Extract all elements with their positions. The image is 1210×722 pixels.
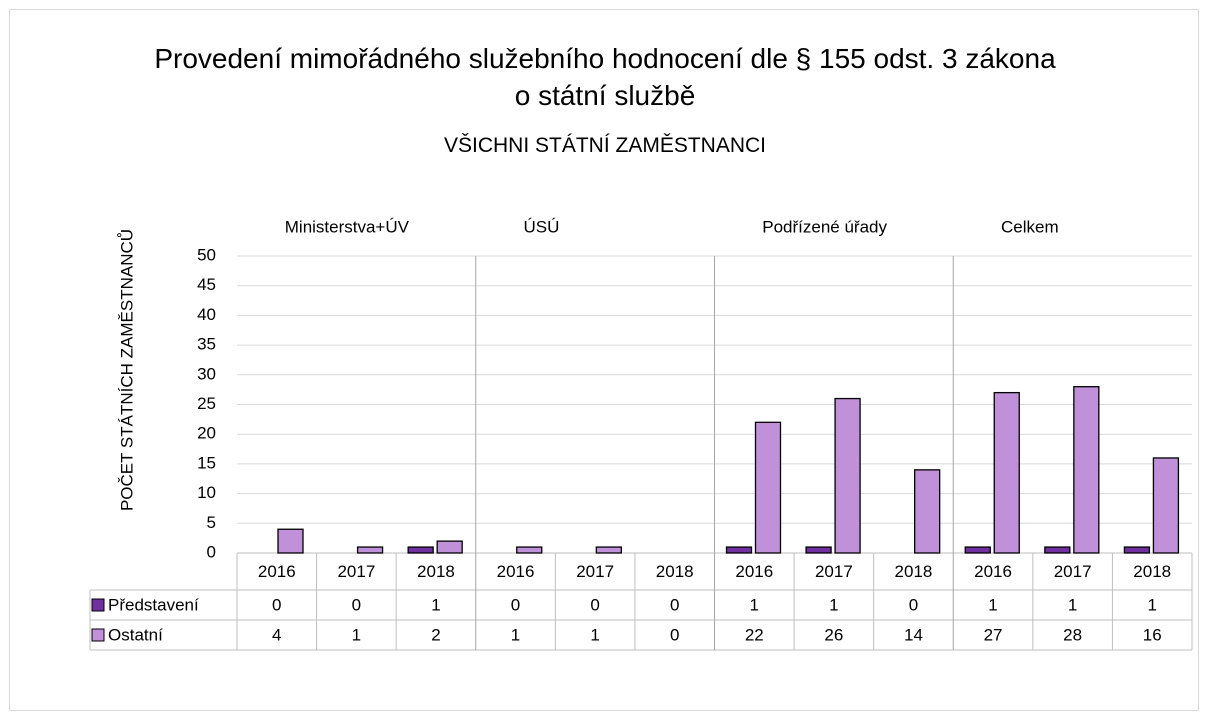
x-tick-label: 2018 bbox=[895, 562, 933, 581]
bar bbox=[805, 546, 832, 554]
table-value: 0 bbox=[511, 595, 520, 614]
bar bbox=[407, 546, 434, 554]
x-tick-label: 2017 bbox=[1054, 562, 1092, 581]
table-value: 0 bbox=[590, 595, 599, 614]
group-label: Podřízené úřady bbox=[762, 217, 887, 236]
bar bbox=[993, 391, 1020, 554]
bar bbox=[1152, 457, 1180, 554]
y-tick-label: 20 bbox=[197, 424, 216, 443]
table-value: 1 bbox=[352, 625, 361, 644]
table-value: 16 bbox=[1143, 625, 1162, 644]
table-value: 27 bbox=[984, 625, 1003, 644]
legend-swatch bbox=[91, 598, 105, 612]
table-value: 2 bbox=[431, 625, 440, 644]
y-tick-label: 25 bbox=[197, 394, 216, 413]
bar bbox=[725, 546, 753, 554]
table-value: 22 bbox=[745, 625, 764, 644]
y-tick-label: 15 bbox=[197, 453, 216, 472]
table-value: 28 bbox=[1063, 625, 1082, 644]
y-tick-label: 35 bbox=[197, 335, 216, 354]
bar bbox=[1123, 546, 1151, 554]
bar bbox=[595, 546, 622, 554]
chart-subtitle: VŠICHNI STÁTNÍ ZAMĚSTNANCI bbox=[443, 134, 767, 157]
table-value: 0 bbox=[670, 595, 679, 614]
legend-swatch bbox=[91, 628, 105, 642]
bar bbox=[964, 546, 991, 554]
bar bbox=[754, 421, 782, 554]
x-tick-label: 2016 bbox=[974, 562, 1012, 581]
y-tick-label: 40 bbox=[197, 305, 216, 324]
table-value: 0 bbox=[909, 595, 918, 614]
table-value: 4 bbox=[272, 625, 281, 644]
legend-label: Představení bbox=[108, 595, 199, 614]
x-tick-label: 2018 bbox=[656, 562, 694, 581]
x-tick-label: 2016 bbox=[258, 562, 296, 581]
table-value: 0 bbox=[352, 595, 361, 614]
y-axis-label: POČET STÁTNÍCH ZAMĚSTNANCŮ bbox=[117, 229, 136, 511]
table-value: 1 bbox=[1147, 595, 1156, 614]
group-label: ÚSÚ bbox=[524, 217, 560, 236]
y-tick-label: 45 bbox=[197, 275, 216, 294]
bar bbox=[516, 546, 543, 554]
bar bbox=[914, 469, 941, 554]
bar bbox=[1073, 386, 1100, 554]
bar bbox=[1044, 546, 1071, 554]
y-tick-label: 5 bbox=[207, 513, 216, 532]
y-tick-label: 0 bbox=[207, 542, 216, 561]
table-value: 1 bbox=[590, 625, 599, 644]
group-label: Ministerstva+ÚV bbox=[285, 217, 410, 236]
chart-title: Provedení mimořádného služebního hodnoce… bbox=[154, 43, 1056, 111]
table-value: 1 bbox=[829, 595, 838, 614]
legend-label: Ostatní bbox=[108, 625, 163, 644]
x-tick-label: 2016 bbox=[735, 562, 773, 581]
table-value: 1 bbox=[1068, 595, 1077, 614]
bar bbox=[356, 546, 384, 554]
x-tick-label: 2017 bbox=[815, 562, 853, 581]
table-value: 14 bbox=[904, 625, 923, 644]
bar bbox=[834, 397, 861, 554]
table-value: 1 bbox=[988, 595, 997, 614]
x-tick-label: 2017 bbox=[337, 562, 375, 581]
y-tick-label: 50 bbox=[197, 245, 216, 264]
table-value: 0 bbox=[670, 625, 679, 644]
y-tick-label: 10 bbox=[197, 483, 216, 502]
x-tick-label: 2018 bbox=[417, 562, 455, 581]
x-tick-label: 2016 bbox=[497, 562, 535, 581]
x-tick-label: 2017 bbox=[576, 562, 614, 581]
y-tick-label: 30 bbox=[197, 364, 216, 383]
table-value: 1 bbox=[431, 595, 440, 614]
bar bbox=[277, 528, 304, 554]
x-tick-label: 2018 bbox=[1133, 562, 1171, 581]
table-value: 0 bbox=[272, 595, 281, 614]
group-label: Celkem bbox=[1001, 217, 1059, 236]
table-value: 26 bbox=[824, 625, 843, 644]
table-value: 1 bbox=[750, 595, 759, 614]
chart-frame bbox=[9, 9, 1199, 711]
table-value: 1 bbox=[511, 625, 520, 644]
bar bbox=[436, 540, 463, 554]
